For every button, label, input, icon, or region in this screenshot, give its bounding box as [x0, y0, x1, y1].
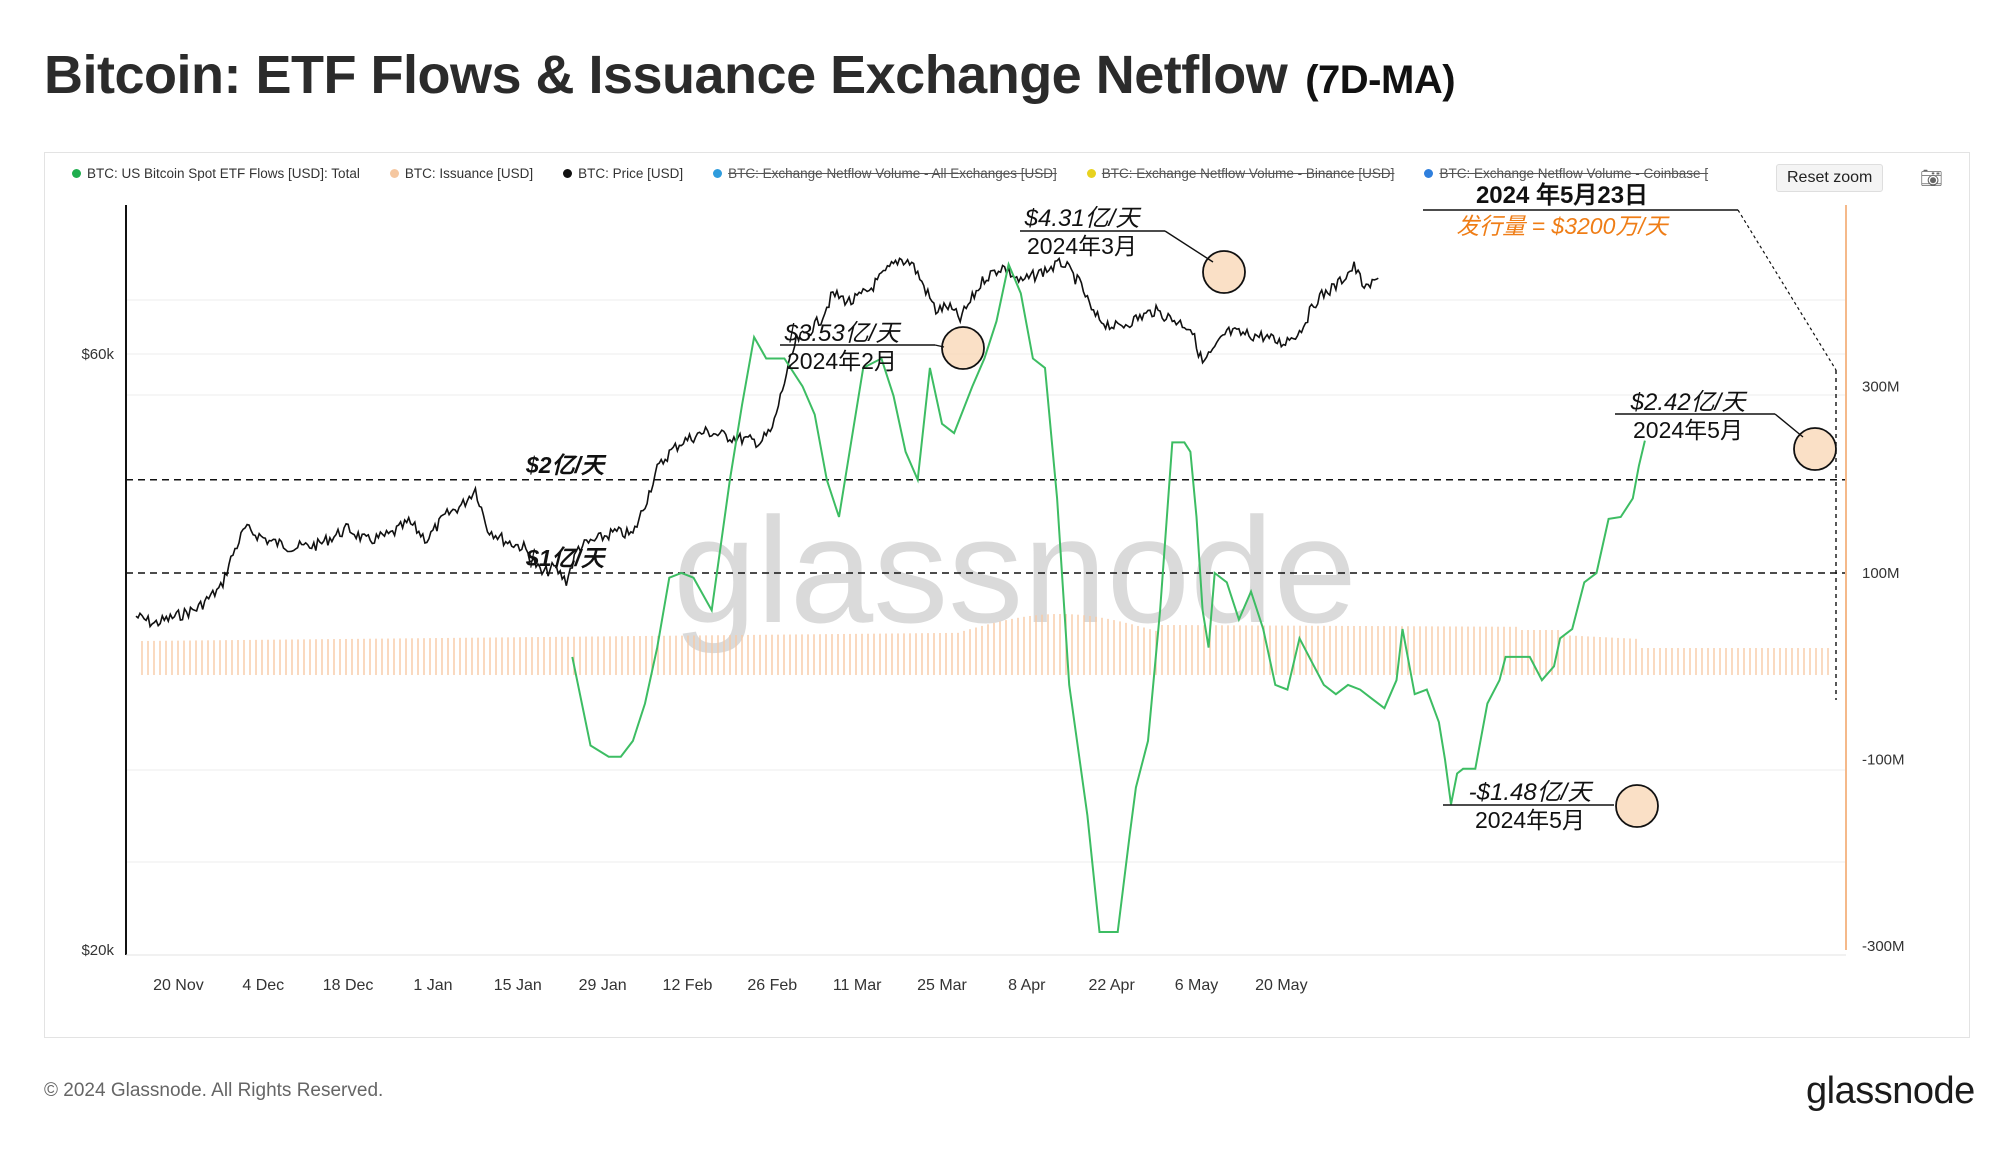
annotation-leader — [934, 344, 945, 348]
annotation-circle-may-end — [1793, 427, 1837, 471]
annotation-circle-may-low — [1615, 784, 1659, 828]
price-series — [135, 256, 1379, 629]
x-tick-label: 26 Feb — [747, 977, 797, 994]
annotation-circle-feb — [941, 326, 985, 370]
reset-zoom-button[interactable]: Reset zoom — [1776, 164, 1884, 192]
issuance-series — [141, 614, 1829, 675]
annotation-leader — [1164, 230, 1214, 263]
x-tick-label: 6 May — [1175, 977, 1219, 994]
legend-item[interactable]: BTC: Price [USD] — [563, 166, 683, 181]
right-tick-label: 100M — [1862, 565, 1900, 582]
annotation-may-low-date: 2024年5月 — [1475, 807, 1585, 833]
x-tick-label: 1 Jan — [413, 977, 452, 994]
x-tick-label: 20 Nov — [153, 977, 204, 994]
legend-dot — [713, 169, 723, 178]
left-tick-label: $20k — [81, 942, 114, 959]
reference-line-label: $1亿/天 — [525, 545, 607, 571]
watermark: glassnode — [673, 486, 1357, 654]
page-title: Bitcoin: ETF Flows & Issuance Exchange N… — [44, 44, 1456, 106]
legend-item[interactable]: BTC: Exchange Netflow Volume - All Excha… — [713, 166, 1057, 181]
chart-grid — [126, 299, 1846, 863]
etf-flow-line — [571, 260, 1646, 933]
x-tick-label: 8 Apr — [1008, 977, 1046, 994]
right-tick-label: -100M — [1862, 752, 1905, 769]
legend-item[interactable]: BTC: Issuance [USD] — [389, 166, 534, 181]
title-suffix: (7D-MA) — [1305, 58, 1456, 102]
x-tick-label: 25 Mar — [917, 977, 967, 994]
annotation-may-low-value: -$1.48亿/天 — [1469, 779, 1595, 806]
axes: 20 Nov 4 Dec 18 Dec 1 Jan 15 Jan 29 Jan 12 Feb… — [81, 205, 1905, 994]
reference-lines: $2亿/天 $1亿/天 — [126, 370, 1846, 700]
x-tick-label: 22 Apr — [1089, 977, 1136, 994]
legend-item[interactable]: BTC: Exchange Netflow Volume - Coinbase … — [1424, 166, 1708, 181]
etf-flow-series — [571, 260, 1646, 933]
legend-item[interactable]: BTC: US Bitcoin Spot ETF Flows [USD]: To… — [72, 166, 360, 181]
legend-label: BTC: Price [USD] — [578, 166, 684, 181]
legend-label: BTC: Exchange Netflow Volume - Binance [… — [1101, 166, 1395, 181]
chart-legend: BTC: US Bitcoin Spot ETF Flows [USD]: To… — [72, 166, 1708, 181]
legend-dot — [1086, 169, 1096, 178]
annotation-feb-value: $3.53亿/天 — [784, 320, 903, 347]
annotation-mar-date: 2024年3月 — [1027, 233, 1137, 259]
x-tick-label: 12 Feb — [663, 977, 713, 994]
copyright: © 2024 Glassnode. All Rights Reserved. — [44, 1080, 384, 1101]
right-tick-label: 300M — [1862, 379, 1900, 396]
legend-label: BTC: US Bitcoin Spot ETF Flows [USD]: To… — [87, 166, 360, 181]
annotation-may-end-value: $2.42亿/天 — [1630, 389, 1749, 416]
annotation-date-title: 2024 年5月23日 — [1476, 181, 1648, 209]
legend-dot — [389, 169, 399, 178]
legend-dot — [563, 169, 573, 178]
left-tick-label: $60k — [81, 346, 114, 363]
annotation-issuance-note: 发行量 = $3200万/天 — [1456, 213, 1670, 239]
x-tick-label: 15 Jan — [494, 977, 542, 994]
annotation-leader — [1737, 209, 1837, 371]
annotation-circle-mar — [1202, 250, 1246, 294]
legend-dot — [72, 169, 81, 178]
price-line — [135, 256, 1379, 629]
glassnode-logo: glassnode — [1806, 1070, 1975, 1112]
annotation-leader — [1774, 413, 1804, 438]
legend-dot — [1424, 169, 1434, 178]
legend-label: BTC: Exchange Netflow Volume - Coinbase … — [1439, 166, 1709, 181]
x-tick-label: 29 Jan — [579, 977, 627, 994]
legend-label: BTC: Issuance [USD] — [404, 166, 534, 181]
legend-item[interactable]: BTC: Exchange Netflow Volume - Binance [… — [1086, 166, 1395, 181]
right-tick-label: -300M — [1862, 938, 1905, 955]
annotation-mar-value: $4.31亿/天 — [1024, 205, 1143, 232]
x-tick-label: 18 Dec — [323, 977, 374, 994]
title-main: Bitcoin: ETF Flows & Issuance Exchange N… — [44, 45, 1288, 105]
reference-line-label: $2亿/天 — [525, 452, 607, 478]
annotations: $3.53亿/天2024年2月$4.31亿/天2024年3月$2.42亿/天20… — [780, 181, 1837, 833]
legend-label: BTC: Exchange Netflow Volume - All Excha… — [728, 166, 1057, 181]
annotation-may-end-date: 2024年5月 — [1633, 417, 1743, 443]
x-tick-label: 4 Dec — [242, 977, 284, 994]
annotation-feb-date: 2024年2月 — [787, 348, 897, 374]
camera-icon[interactable]: 📷︎ — [1920, 168, 1943, 188]
x-tick-label: 20 May — [1255, 977, 1307, 994]
x-tick-label: 11 Mar — [833, 977, 882, 994]
